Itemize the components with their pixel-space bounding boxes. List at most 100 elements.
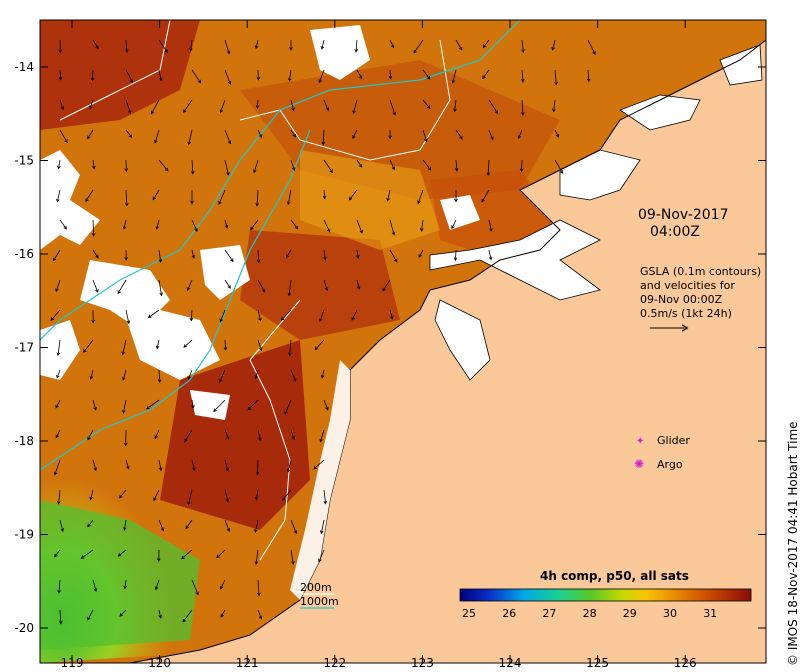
velocity-arrow — [318, 69, 325, 83]
velocity-arrow — [87, 129, 94, 139]
velocity-arrow — [151, 99, 160, 114]
map-plot-area — [40, 20, 766, 663]
velocity-arrow-head — [181, 555, 185, 560]
velocity-arrow-head — [190, 171, 195, 175]
velocity-arrow — [188, 129, 193, 145]
velocity-arrow — [59, 69, 62, 80]
velocity-arrow-head — [454, 198, 458, 203]
velocity-arrow-head — [187, 375, 191, 380]
velocity-arrow-head — [420, 228, 424, 232]
velocity-arrow — [553, 99, 556, 112]
velocity-arrow-head — [287, 78, 292, 82]
velocity-arrow-head — [250, 226, 254, 231]
velocity-arrow — [216, 549, 226, 559]
velocity-arrow-head — [258, 437, 262, 442]
velocity-arrow — [481, 189, 490, 203]
velocity-arrow-head — [258, 317, 262, 322]
velocity-arrow-head — [155, 345, 160, 350]
velocity-arrow — [58, 159, 61, 169]
velocity-arrow-head — [154, 140, 158, 144]
isobath-1000-label: 1000m — [300, 595, 339, 608]
velocity-arrow — [224, 459, 229, 472]
velocity-arrow-head — [146, 405, 150, 410]
velocity-arrow-head — [124, 49, 129, 53]
velocity-arrow-head — [329, 169, 333, 174]
velocity-arrow — [191, 249, 195, 259]
velocity-arrow — [247, 399, 259, 411]
velocity-arrow-head — [58, 49, 62, 54]
velocity-arrow-head — [123, 442, 128, 447]
velocity-arrow-head — [117, 553, 122, 557]
velocity-arrow-head — [327, 228, 331, 233]
velocity-arrow — [488, 99, 499, 114]
velocity-arrow — [220, 309, 226, 322]
velocity-arrow-head — [517, 135, 522, 140]
velocity-arrow-head — [417, 200, 421, 205]
velocity-arrow — [92, 399, 97, 411]
velocity-arrow — [87, 609, 94, 621]
velocity-arrow — [124, 579, 127, 589]
longitude-axis: 119 120 121 122 123 124 125 126 — [61, 20, 697, 670]
velocity-arrow-head — [195, 591, 199, 596]
velocity-arrow-head — [559, 170, 564, 174]
velocity-arrow-head — [160, 527, 165, 532]
velocity-arrow-head — [91, 233, 96, 237]
velocity-arrow — [356, 219, 363, 234]
velocity-arrow-head — [58, 76, 63, 81]
velocity-arrow — [220, 609, 226, 618]
velocity-arrow-head — [197, 79, 202, 84]
velocity-arrow — [59, 519, 64, 532]
velocity-arrow-head — [53, 471, 58, 476]
velocity-arrow-head — [494, 110, 499, 115]
velocity-arrow-head — [388, 75, 393, 80]
velocity-arrow-head — [261, 288, 266, 293]
velocity-arrow — [389, 99, 396, 115]
velocity-arrow — [382, 279, 391, 292]
velocity-arrow — [158, 519, 164, 531]
velocity-arrow — [255, 549, 259, 565]
velocity-arrow-head — [382, 287, 386, 292]
velocity-arrow — [255, 369, 259, 379]
velocity-arrow — [321, 39, 325, 50]
velocity-arrow-head — [119, 494, 123, 499]
velocity-arrow-head — [56, 198, 60, 203]
velocity-arrow-head — [191, 404, 195, 409]
velocity-arrow-head — [90, 77, 95, 82]
velocity-arrow-head — [257, 592, 261, 597]
gsla-line-1: GSLA (0.1m contours) — [640, 265, 761, 278]
velocity-arrow — [452, 69, 457, 83]
velocity-arrow-head — [124, 202, 129, 207]
velocity-arrow-head — [226, 528, 230, 532]
velocity-arrow — [455, 159, 458, 172]
velocity-arrow-head — [55, 288, 59, 293]
velocity-arrow-head — [63, 225, 67, 230]
velocity-arrow — [55, 279, 61, 292]
velocity-arrow — [90, 369, 94, 380]
velocity-arrow-head — [254, 529, 258, 533]
velocity-arrow — [488, 249, 492, 260]
velocity-arrow-head — [359, 229, 363, 234]
velocity-arrow-head — [486, 172, 491, 177]
velocity-arrow-head — [218, 379, 223, 383]
velocity-arrow — [224, 129, 231, 144]
colorbar-tick-label: 29 — [623, 607, 637, 620]
velocity-arrow — [125, 129, 133, 138]
velocity-arrow-head — [158, 77, 163, 82]
velocity-arrow-head — [224, 224, 229, 229]
velocity-arrow — [257, 459, 259, 475]
velocity-arrow — [290, 429, 295, 440]
velocity-arrow — [455, 129, 463, 140]
velocity-arrow-head — [286, 468, 291, 473]
velocity-arrow-head — [481, 198, 485, 203]
velocity-arrow-head — [93, 467, 97, 472]
velocity-arrow-head — [391, 231, 396, 236]
velocity-arrow-head — [388, 135, 392, 140]
velocity-arrow — [422, 129, 427, 142]
velocity-arrow — [318, 549, 325, 562]
velocity-arrow-head — [256, 77, 261, 81]
velocity-arrow-head — [194, 228, 198, 232]
lon-tick-label: 126 — [674, 656, 697, 670]
velocity-arrow-head — [592, 51, 596, 55]
velocity-arrow — [224, 519, 230, 532]
velocity-arrow — [284, 399, 292, 415]
